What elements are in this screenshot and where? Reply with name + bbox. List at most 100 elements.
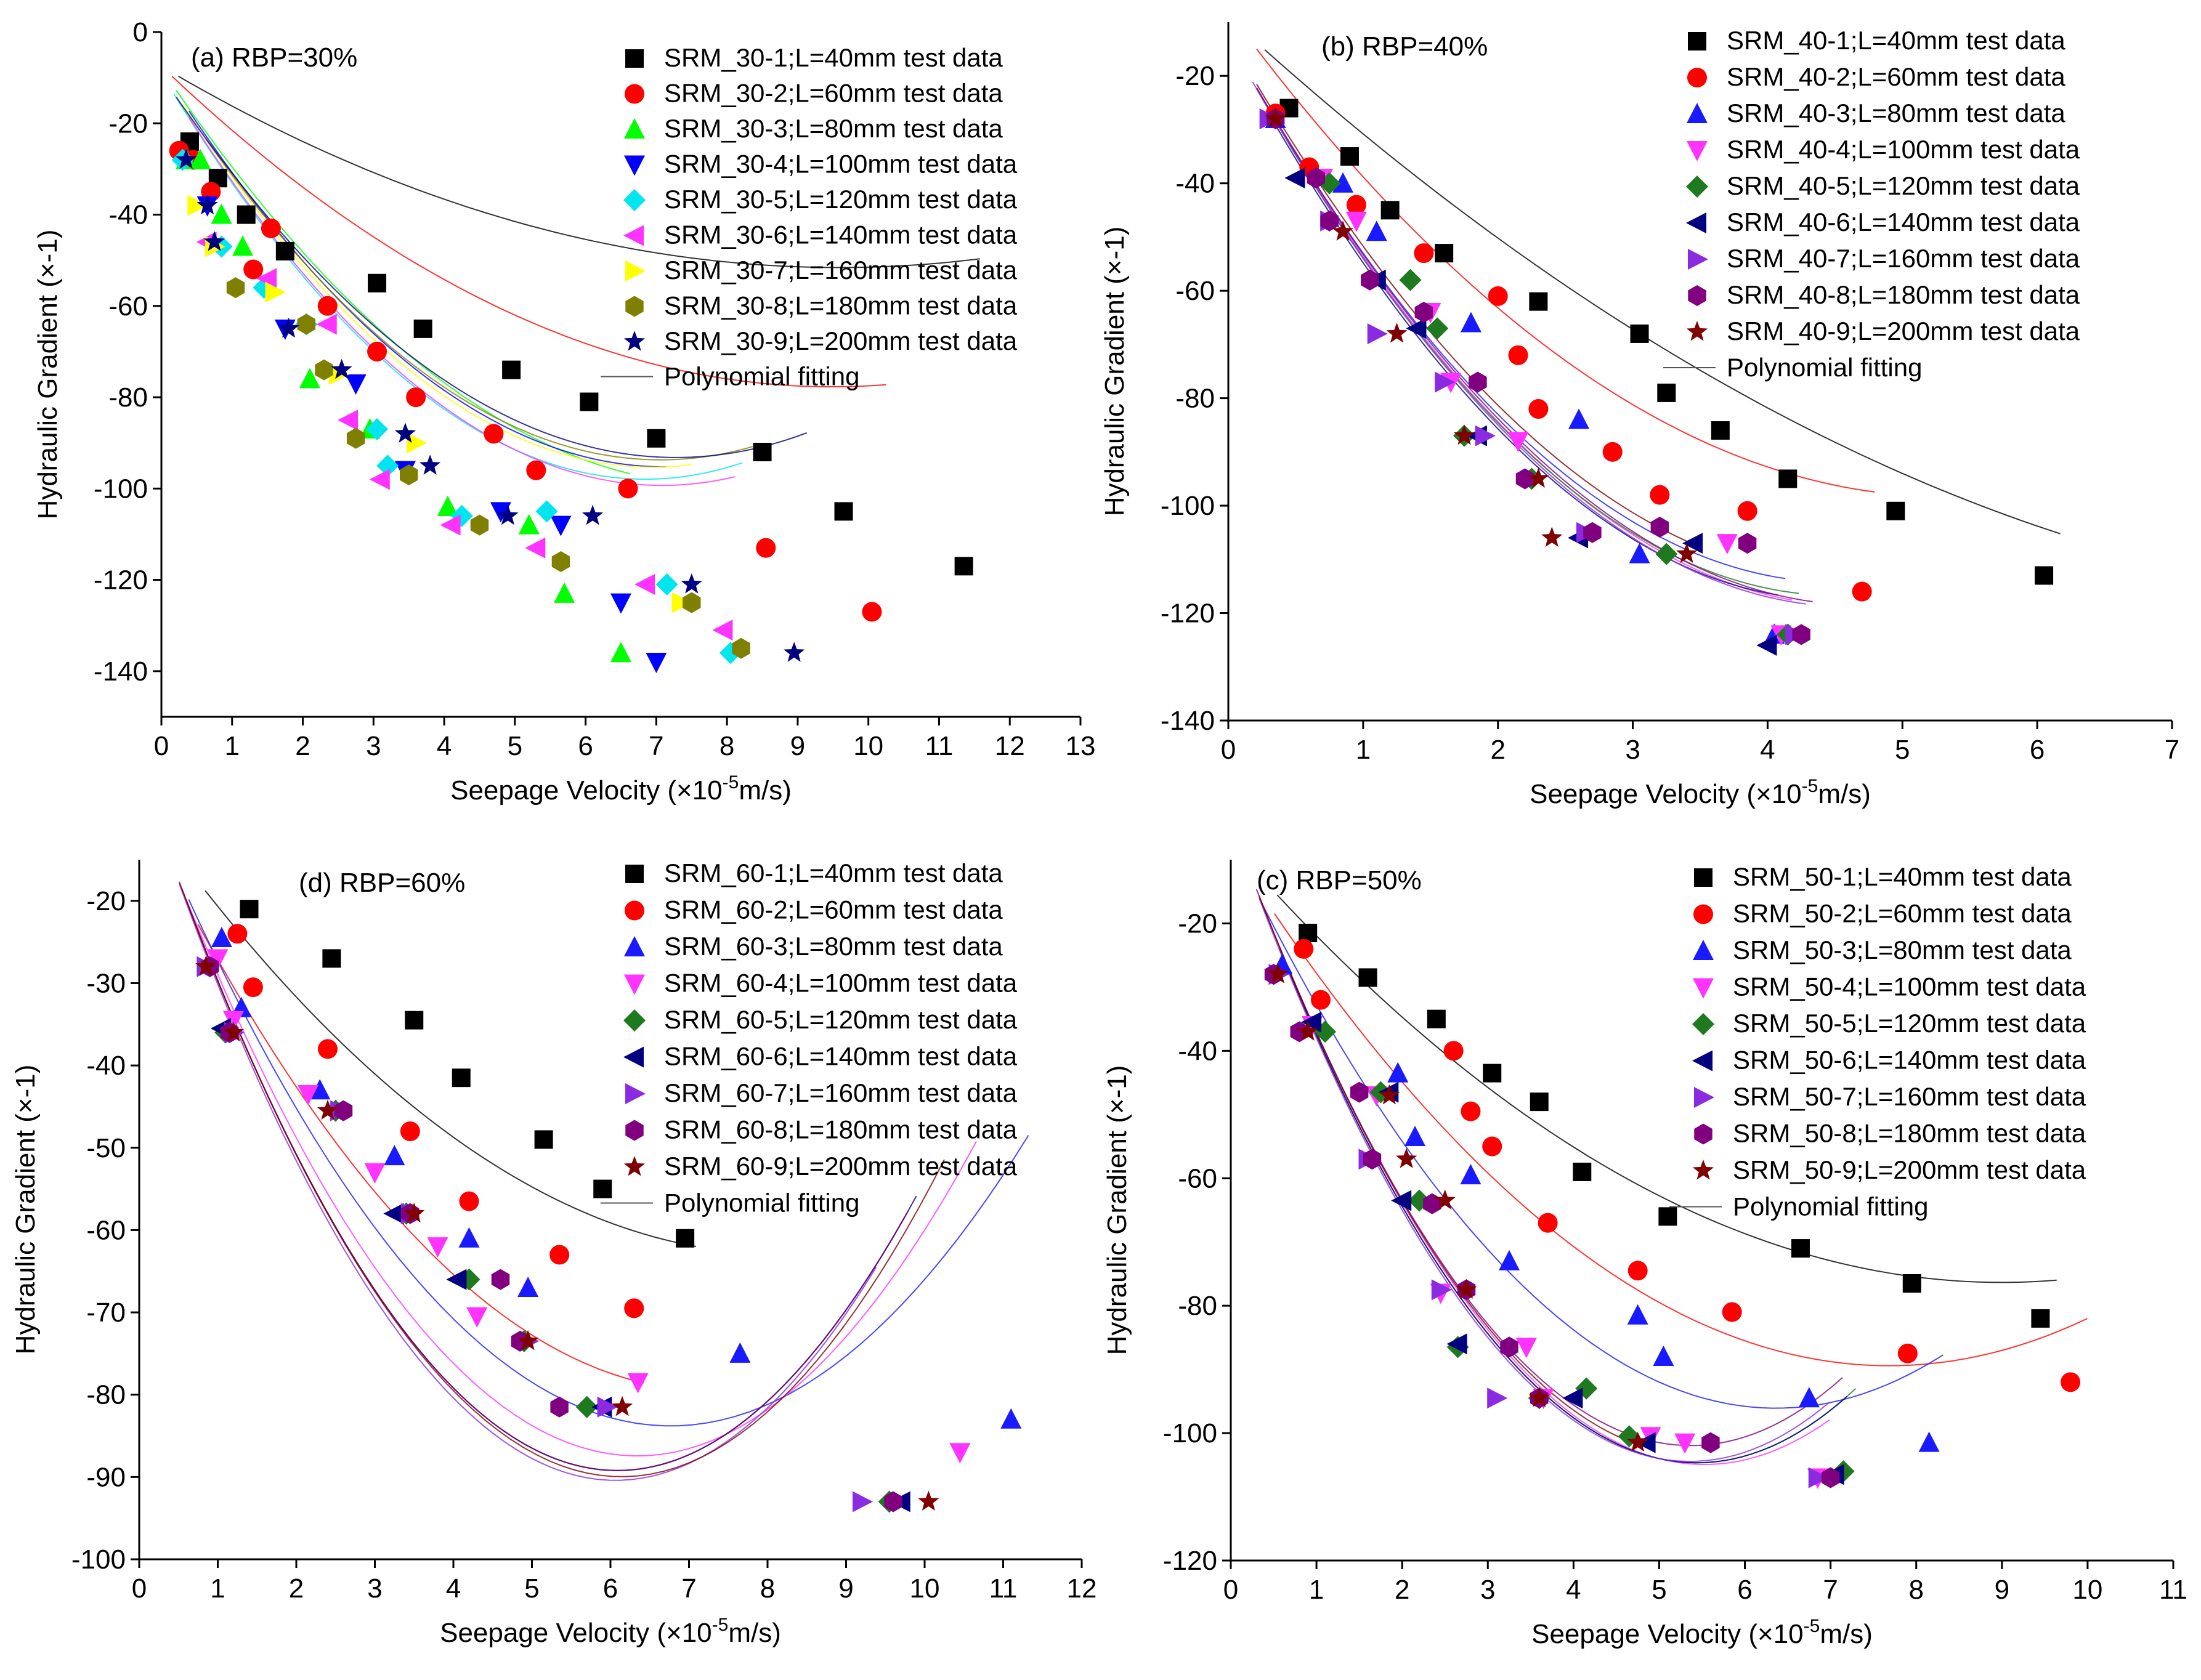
legend-label: SRM_40-1;L=40mm test data: [1727, 26, 2065, 55]
y-tick-label: -20: [86, 886, 126, 916]
data-point: [237, 205, 256, 224]
x-tick-label: 3: [366, 731, 381, 761]
legend-marker: [623, 1046, 644, 1068]
x-tick-label: 13: [1066, 731, 1096, 761]
y-tick-label: -20: [108, 108, 148, 139]
legend-label: SRM_40-8;L=180mm test data: [1727, 280, 2080, 309]
data-point: [446, 1269, 467, 1290]
data-point: [1346, 195, 1366, 215]
legend-marker: [1686, 321, 1708, 341]
x-tick-label: 2: [289, 1573, 304, 1604]
y-tick-label: -120: [1161, 599, 1215, 629]
data-point: [1515, 468, 1534, 490]
data-point: [550, 1396, 569, 1418]
x-tick-label: 11: [2159, 1575, 2187, 1605]
legend-marker: [625, 84, 644, 104]
data-point: [318, 1039, 338, 1059]
data-point: [407, 432, 428, 454]
x-tick-label: 12: [995, 731, 1025, 761]
data-point: [1461, 1101, 1481, 1121]
x-axis-title: Seepage Velocity (×10-5m/s): [1531, 1616, 1873, 1649]
data-point: [298, 1084, 319, 1105]
legend-marker: [1686, 176, 1708, 198]
y-axis-title: Hydraulic Gradient (×-1): [33, 230, 63, 520]
fit-curve: [176, 97, 808, 458]
legend-label: SRM_40-6;L=140mm test data: [1727, 208, 2080, 236]
data-point: [1602, 442, 1623, 462]
data-point: [1635, 1432, 1656, 1453]
data-point: [403, 1202, 425, 1223]
legend-label: SRM_40-9;L=200mm test data: [1727, 317, 2080, 345]
data-point: [1284, 167, 1305, 188]
legend-label: SRM_60-4;L=100mm test data: [664, 969, 1018, 998]
x-tick-label: 11: [925, 731, 954, 761]
data-point: [526, 460, 546, 480]
fit-curve: [1264, 49, 2061, 535]
y-tick-label: -50: [86, 1133, 126, 1163]
fit-curve: [176, 90, 631, 475]
legend-marker: [1693, 904, 1713, 924]
legend-marker: [625, 296, 644, 317]
x-tick-label: 6: [1737, 1575, 1752, 1605]
legend-label: SRM_60-3;L=80mm test data: [664, 932, 1003, 961]
data-point: [420, 454, 441, 475]
data-point: [535, 500, 558, 523]
data-point: [1435, 371, 1456, 393]
data-point: [1456, 1278, 1477, 1299]
legend-label: SRM_50-8;L=180mm test data: [1733, 1119, 2086, 1148]
data-point: [1332, 220, 1354, 241]
y-tick-label: -70: [86, 1298, 126, 1328]
data-point: [331, 358, 352, 379]
fit-curve: [185, 899, 977, 1457]
data-point: [406, 387, 426, 408]
data-point: [1722, 1302, 1742, 1322]
legend-marker: [624, 974, 645, 995]
data-point: [211, 203, 232, 224]
y-tick-label: -80: [1175, 384, 1215, 414]
data-point: [618, 479, 638, 499]
legend-marker: [1693, 978, 1714, 999]
fit-curve: [1276, 894, 2057, 1283]
data-point: [197, 194, 218, 215]
x-tick-label: 7: [1823, 1575, 1838, 1605]
data-point: [367, 341, 387, 361]
y-tick-label: -140: [1161, 706, 1215, 736]
legend-label: SRM_30-8;L=180mm test data: [664, 291, 1018, 320]
data-point: [1482, 1136, 1502, 1157]
data-point: [317, 1099, 339, 1120]
data-point: [647, 429, 666, 448]
fit-curve: [1268, 113, 1779, 596]
data-point: [646, 653, 667, 674]
data-point: [376, 454, 399, 477]
data-point: [1460, 1164, 1482, 1185]
data-point: [610, 593, 631, 614]
fit-curve: [1288, 143, 1799, 594]
y-tick-label: -60: [1178, 1163, 1217, 1193]
legend-marker: [625, 865, 644, 883]
data-point: [1386, 322, 1408, 343]
y-tick-label: -140: [94, 656, 148, 687]
data-point: [1483, 1064, 1502, 1083]
x-tick-label: 0: [154, 731, 169, 761]
legend-label: SRM_30-3;L=80mm test data: [664, 114, 1003, 143]
x-tick-label: 10: [853, 731, 883, 761]
legend-marker: [1692, 1013, 1714, 1035]
legend-label: SRM_60-7;L=160mm test data: [664, 1078, 1018, 1107]
x-axis-title: Seepage Velocity (×10-5m/s): [450, 772, 792, 806]
data-point: [240, 900, 259, 919]
data-point: [1886, 501, 1905, 520]
data-point: [612, 1395, 633, 1416]
data-point: [518, 514, 540, 535]
fit-curve: [1274, 913, 2088, 1367]
legend-label: SRM_30-5;L=120mm test data: [664, 185, 1018, 214]
legend-marker: [624, 155, 645, 176]
x-tick-label: 4: [437, 731, 452, 761]
data-point: [265, 281, 286, 303]
data-point: [1399, 269, 1422, 291]
legend-label: SRM_50-9;L=200mm test data: [1733, 1155, 2086, 1184]
fit-curve: [205, 890, 696, 1247]
legend-marker: [624, 936, 645, 956]
legend-label: SRM_60-5;L=120mm test data: [664, 1005, 1018, 1034]
data-point: [1674, 1433, 1696, 1454]
fit-curve: [1252, 81, 1806, 605]
